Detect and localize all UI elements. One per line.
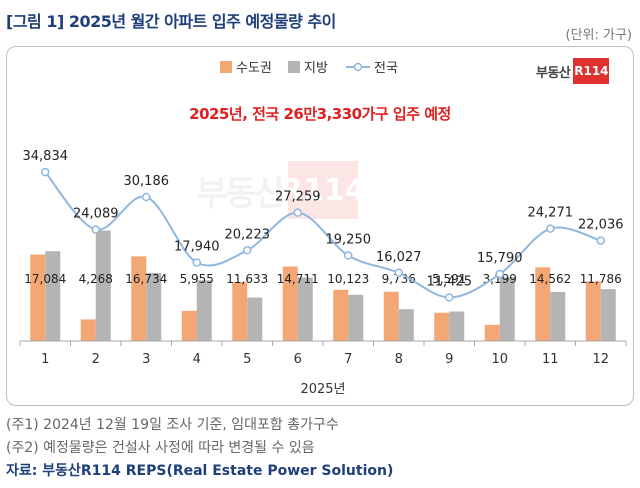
national-data-label: 22,036 xyxy=(578,218,624,233)
bar-capital xyxy=(181,310,197,341)
bar-data-label: 17,084 xyxy=(24,272,66,286)
bar-data-label: 4,268 xyxy=(79,272,113,286)
legend-label-capital: 수도권 xyxy=(236,61,272,76)
bar-local xyxy=(499,277,515,341)
bar-capital xyxy=(282,266,298,341)
bar-capital xyxy=(434,312,450,341)
bar-local xyxy=(348,294,364,341)
national-point xyxy=(596,236,605,245)
national-point xyxy=(344,251,353,260)
x-tick-label: 5 xyxy=(243,352,251,367)
note-2: (주2) 예정물량은 건설사 사정에 따라 변경될 수 있음 xyxy=(6,440,315,456)
bar-capital xyxy=(484,324,500,341)
legend-label-local: 지방 xyxy=(304,61,328,76)
watermark-box: R114 xyxy=(280,161,366,219)
national-point xyxy=(546,224,555,233)
x-axis-label: 2025년 xyxy=(300,382,345,397)
bar-capital xyxy=(333,289,349,341)
national-point xyxy=(91,225,100,234)
national-data-label: 15,790 xyxy=(477,251,523,266)
note-1: (주1) 2024년 12월 19일 조사 기준, 임대포함 총가구수 xyxy=(6,417,339,433)
bar-capital xyxy=(585,281,601,341)
bar-data-label: 3,199 xyxy=(483,272,517,286)
chart-headline: 2025년, 전국 26만3,330가구 입주 예정 xyxy=(189,105,451,123)
bar-data-label: 9,736 xyxy=(382,272,416,286)
legend-label-national: 전국 xyxy=(374,61,398,76)
national-data-label: 34,834 xyxy=(23,149,69,164)
bar-local xyxy=(550,291,566,341)
national-data-label: 19,250 xyxy=(326,233,372,248)
watermark-text: 부동산 xyxy=(196,173,286,214)
legend-swatch-local xyxy=(288,61,300,73)
unit-label: (단위: 가구) xyxy=(565,28,633,43)
bar-local xyxy=(398,309,414,341)
national-data-label: 17,940 xyxy=(174,240,220,255)
source-line: 자료: 부동산R114 REPS(Real Estate Power Solut… xyxy=(6,463,394,479)
national-point xyxy=(243,246,252,255)
logo-text: 부동산 xyxy=(536,65,571,81)
bar-data-label: 11,786 xyxy=(580,272,622,286)
national-data-label: 20,223 xyxy=(225,227,271,242)
bar-capital xyxy=(535,267,551,341)
logo-box: R114 xyxy=(573,58,610,84)
brand-logo: 부동산 R114 xyxy=(536,58,610,84)
bar-local xyxy=(600,289,616,341)
national-point xyxy=(192,258,201,267)
national-point xyxy=(495,269,504,279)
national-data-label: 24,271 xyxy=(528,206,574,221)
bar-local xyxy=(247,297,263,341)
legend-swatch-capital xyxy=(220,61,232,73)
x-tick-label: 4 xyxy=(193,352,201,367)
bar-capital xyxy=(30,254,46,341)
x-tick-label: 10 xyxy=(491,352,508,367)
notes-block: (주1) 2024년 12월 19일 조사 기준, 임대포함 총가구수 (주2)… xyxy=(6,414,393,483)
bar-data-label: 11,633 xyxy=(226,272,268,286)
figure-title: [그림 1] 2025년 월간 아파트 입주 예정물량 추이 xyxy=(6,12,336,31)
bar-data-label: 10,123 xyxy=(327,272,369,286)
national-point xyxy=(293,208,302,217)
bar-group: 17,084 4,268 16,734 5,955 11,633 14,711 10,123… xyxy=(24,230,622,341)
national-point xyxy=(41,167,50,177)
legend-marker-national xyxy=(353,62,363,72)
bar-local xyxy=(196,280,212,341)
national-data-label: 24,089 xyxy=(73,207,119,222)
bar-local xyxy=(95,230,111,341)
x-tick-label: 2 xyxy=(92,352,100,367)
x-tick-label: 9 xyxy=(445,352,453,367)
x-tick-label: 6 xyxy=(294,352,302,367)
bar-capital xyxy=(80,319,96,341)
national-point xyxy=(445,293,454,302)
national-data-label: 11,425 xyxy=(427,274,473,289)
bar-data-label: 5,955 xyxy=(180,272,214,286)
x-tick-label: 7 xyxy=(344,352,352,367)
bar-capital xyxy=(131,256,147,341)
bar-local xyxy=(146,272,162,341)
bar-data-label: 16,734 xyxy=(125,272,167,286)
national-point xyxy=(142,192,151,202)
legend: 수도권 지방 전국 xyxy=(220,61,398,76)
bar-capital xyxy=(232,282,248,341)
bar-data-label: 14,562 xyxy=(529,272,571,286)
bar-data-label: 5,591 xyxy=(432,272,466,286)
national-data-label: 30,186 xyxy=(124,174,170,189)
national-data-label: 27,259 xyxy=(275,190,321,205)
bar-local xyxy=(297,277,313,341)
national-data-label: 16,027 xyxy=(376,250,422,265)
bar-data-label: 14,711 xyxy=(277,272,319,286)
bar-local xyxy=(449,311,465,341)
x-tick-label: 11 xyxy=(542,352,559,367)
national-point xyxy=(394,268,403,278)
x-tick-label: 3 xyxy=(142,352,150,367)
line-group: 34,834 24,089 30,186 17,940 20,223 27,259 19,2… xyxy=(23,149,624,302)
x-tick-label: 1 xyxy=(41,352,49,367)
watermark-logo: 부동산 R114 xyxy=(196,158,376,222)
x-tick-label: 12 xyxy=(592,352,609,367)
x-tick-label: 8 xyxy=(395,352,403,367)
bar-capital xyxy=(383,291,399,341)
bar-local xyxy=(45,251,61,341)
